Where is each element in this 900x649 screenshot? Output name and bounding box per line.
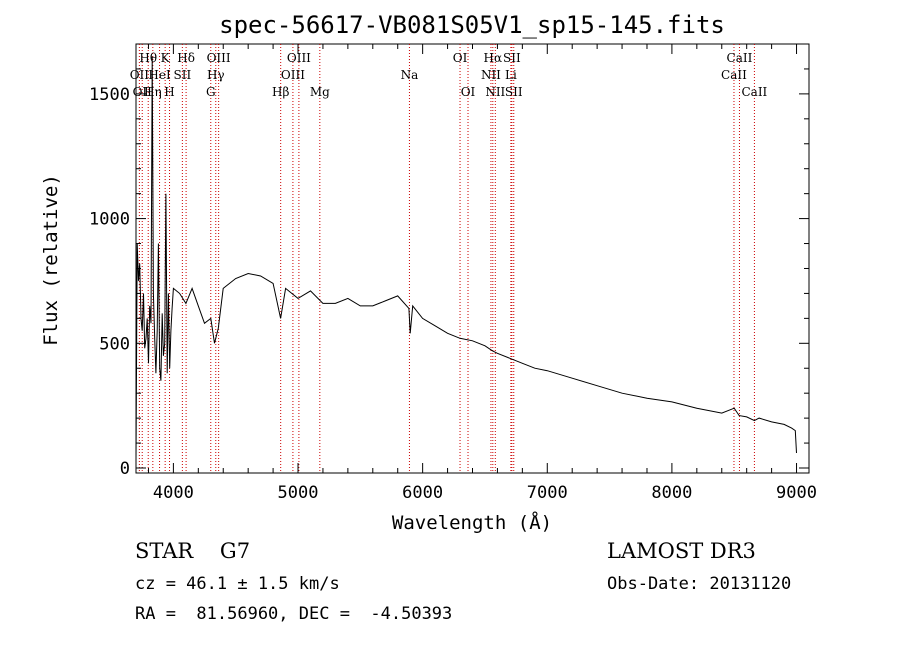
x-tick-label-1: 5000 (278, 483, 319, 503)
line-label-22: Li (505, 68, 517, 82)
line-label-26: CaII (727, 51, 753, 65)
line-label-7: SII (174, 68, 192, 82)
redshift-label: cz = 46.1 ± 1.5 km/s (135, 574, 340, 594)
flux-series-line (135, 56, 797, 461)
y-axis-label: Flux (relative) (40, 174, 62, 346)
line-label-16: Na (401, 68, 419, 82)
line-label-27: CaII (741, 85, 767, 99)
spectral-line-labels: OIIOIIHθHηHeIKHSIIHδGHγOIIIHβOIIIOIIIMgN… (130, 51, 768, 99)
x-tick-label-5: 9000 (776, 483, 817, 503)
x-tick-label-2: 6000 (402, 483, 443, 503)
y-tick-label-1: 500 (99, 334, 130, 354)
line-label-0: OII (130, 68, 150, 82)
line-label-8: Hδ (177, 51, 195, 65)
line-label-4: HeI (148, 68, 171, 82)
line-label-18: OI (461, 85, 476, 99)
y-tick-label-0: 0 (120, 459, 130, 479)
y-tick-label-3: 1500 (89, 85, 130, 105)
line-label-14: OIII (287, 51, 311, 65)
obs-date-label: Obs-Date: 20131120 (607, 574, 791, 594)
line-label-24: SII (505, 85, 523, 99)
plot-frame (135, 43, 810, 474)
line-label-13: OIII (281, 68, 305, 82)
y-tick-label-2: 1000 (89, 210, 130, 230)
line-label-23: SII (503, 51, 521, 65)
survey-label: LAMOST DR3 (607, 539, 756, 563)
line-label-12: Hβ (272, 85, 289, 99)
line-label-1: OII (133, 85, 153, 99)
line-label-15: Mg (310, 85, 330, 99)
line-label-25: CaII (721, 68, 747, 82)
x-tick-label-4: 8000 (651, 483, 692, 503)
line-label-19: NII (481, 68, 501, 82)
ra-dec-label: RA = 81.56960, DEC = -4.50393 (135, 604, 452, 624)
line-label-9: G (206, 85, 216, 99)
line-label-20: Hα (484, 51, 503, 65)
line-label-10: Hγ (207, 68, 225, 82)
x-axis-ticks: 4000 5000 6000 7000 8000 9000 (147, 44, 817, 503)
object-class-label: STAR G7 (135, 539, 250, 563)
x-tick-label-3: 7000 (527, 483, 568, 503)
chart-title: spec-56617-VB081S05V1_sp15-145.fits (219, 11, 725, 39)
line-label-17: OI (453, 51, 468, 65)
line-label-21: NII (485, 85, 505, 99)
line-label-6: H (164, 85, 174, 99)
line-label-11: OIII (207, 51, 231, 65)
x-tick-label-0: 4000 (153, 483, 194, 503)
line-label-5: K (161, 51, 171, 65)
y-axis-ticks: 0 500 1000 1500 (89, 68, 809, 479)
spectral-line-markers (138, 44, 755, 473)
x-axis-label: Wavelength (Å) (392, 511, 552, 534)
line-label-2: Hθ (139, 51, 157, 65)
